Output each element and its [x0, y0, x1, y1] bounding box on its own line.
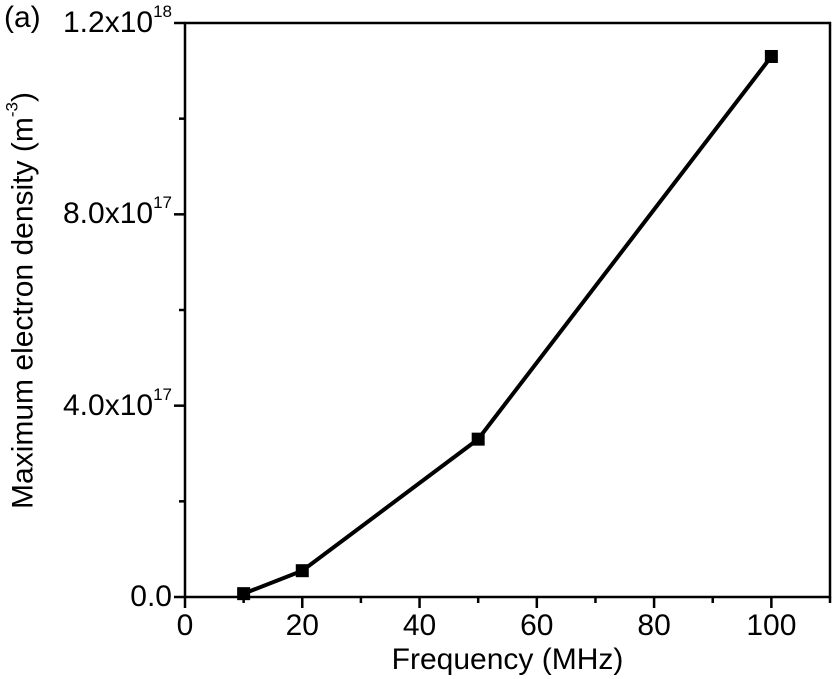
data-point-marker — [295, 564, 309, 578]
y-axis-title-superscript: -3 — [2, 102, 22, 118]
y-tick-label: 8.0x1017 — [63, 193, 172, 231]
y-axis-title-text: Maximum electron density (m — [6, 117, 40, 509]
data-line — [242, 55, 773, 596]
y-axis-title: Maximum electron density (m-3) — [2, 21, 42, 581]
y-tick-label: 1.2x1018 — [63, 2, 172, 39]
y-tick-label: 4.0x1017 — [63, 384, 172, 422]
x-tick-label: 40 — [402, 609, 437, 642]
y-axis-title-close-paren: ) — [6, 92, 40, 103]
y-tick-label: 0.0 — [130, 580, 172, 613]
x-tick-label: 100 — [746, 609, 797, 642]
x-tick-label: 20 — [285, 609, 319, 642]
data-point-marker — [764, 49, 778, 63]
panel-label: (a) — [4, 1, 41, 34]
x-tick-label: 0 — [176, 609, 194, 642]
x-axis-title: Frequency (MHz) — [391, 643, 624, 676]
x-tick-label: 80 — [637, 609, 671, 642]
data-point-marker — [237, 587, 251, 601]
x-tick-label: 60 — [520, 609, 554, 642]
data-point-marker — [471, 432, 485, 446]
